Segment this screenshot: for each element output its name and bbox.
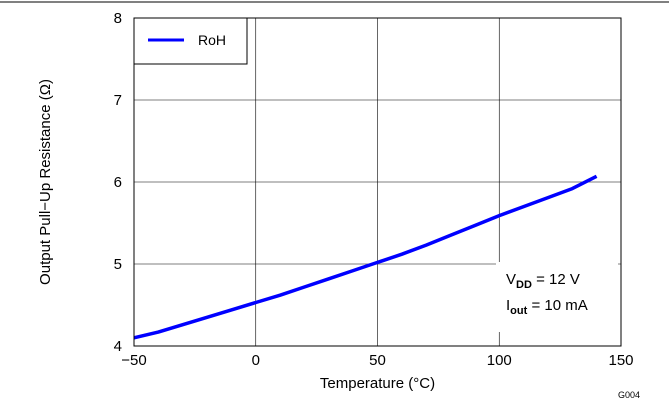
x-tick-label: 150 [608,352,633,369]
y-tick-label: 8 [114,10,122,27]
y-tick-label: 5 [114,256,122,273]
condition-annotation: VDD = 12 V Iout = 10 mA [496,262,618,332]
annotation-background [496,262,618,332]
legend: RoH [133,17,248,65]
annotation-iout-subscript: out [510,305,527,317]
legend-box [133,17,248,65]
annotation-vdd-value: = 12 V [532,271,580,288]
series-layer [133,174,598,340]
y-axis-label: Output Pull−Up Resistance (Ω) [37,79,54,285]
annotation-vdd-subscript: DD [516,279,532,291]
figure-id: G004 [618,390,640,400]
plot-frame [133,17,622,347]
annotation-iout-symbol: I [506,297,510,314]
annotation-vdd: VDD = 12 V [506,271,580,291]
y-tick-label: 6 [114,174,122,191]
tick-labels: −50 0 50 100 150 4 5 6 7 8 [114,10,634,369]
x-tick-label: 100 [487,352,512,369]
x-tick-label: 50 [369,352,386,369]
y-tick-label: 7 [114,92,122,109]
annotation-iout: Iout = 10 mA [506,297,588,317]
x-tick-label: −50 [121,352,146,369]
annotation-iout-value: = 10 mA [527,297,587,314]
y-tick-label: 4 [114,338,122,355]
x-tick-label: 0 [252,352,260,369]
series-line-roh [133,174,598,340]
legend-label-roh: RoH [198,32,226,48]
x-axis-label: Temperature (°C) [320,375,435,392]
annotation-vdd-symbol: V [506,271,516,288]
